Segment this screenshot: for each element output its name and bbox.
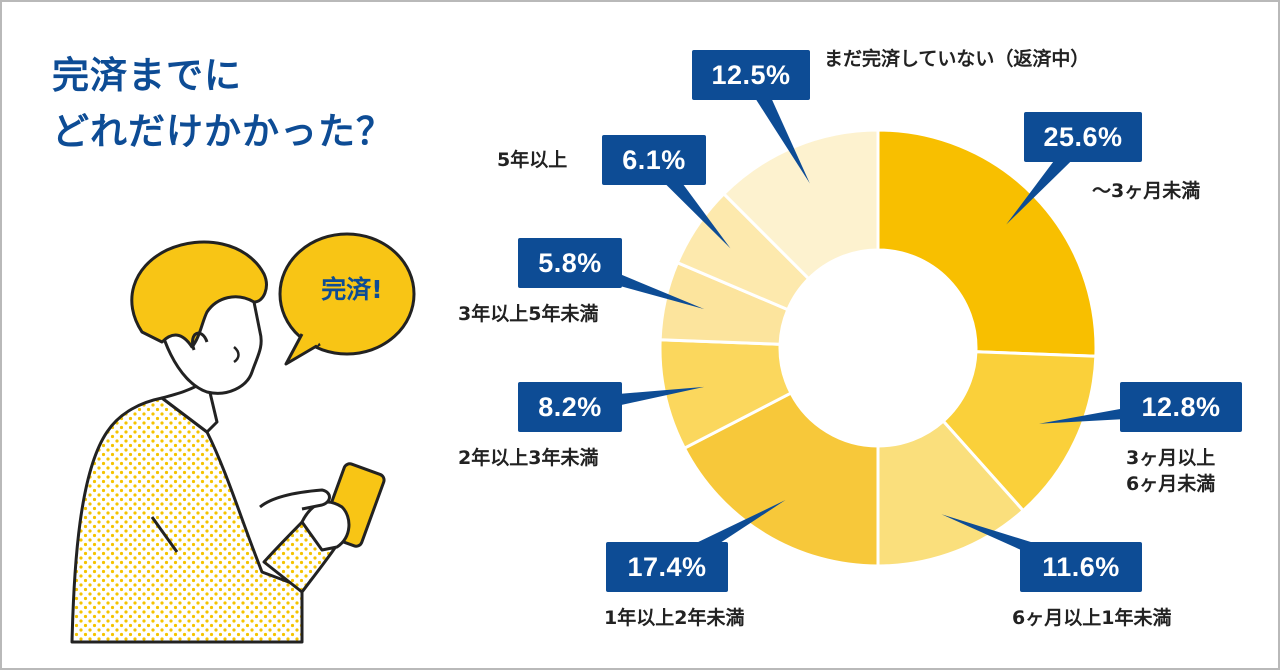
category-label: 5年以上	[497, 147, 567, 173]
value-label: 17.4%	[606, 542, 728, 592]
title-line-1: 完済までに	[52, 54, 242, 97]
category-label-line: 2年以上3年未満	[458, 447, 599, 469]
speech-bubble-icon	[278, 232, 416, 366]
donut-slice	[721, 128, 880, 281]
category-label: 1年以上2年未満	[604, 605, 744, 631]
category-label-line: 3ヶ月以上	[1126, 447, 1216, 469]
value-label: 12.8%	[1120, 382, 1242, 432]
head-icon	[130, 240, 268, 395]
category-label: 6ヶ月以上1年未満	[1012, 605, 1171, 631]
category-label-line: 1年以上2年未満	[604, 607, 745, 629]
category-label-line: 3年以上5年未満	[458, 303, 599, 325]
value-label: 8.2%	[518, 382, 622, 432]
value-label: 6.1%	[602, 135, 706, 185]
category-label: 3ヶ月以上 6ヶ月未満	[1126, 445, 1215, 497]
value-label: 25.6%	[1024, 112, 1142, 162]
value-label: 12.5%	[692, 50, 810, 100]
page-title: 完済までに どれだけかかった？	[52, 48, 394, 160]
donut-slice	[876, 128, 1098, 358]
category-label: 2年以上3年未満	[458, 445, 598, 471]
category-label-line: 〜3ヶ月未満	[1092, 180, 1201, 202]
shirt-icon	[70, 396, 304, 644]
category-label-line: 6ヶ月以上1年未満	[1012, 607, 1172, 629]
category-label-line: 5年以上	[497, 149, 568, 171]
category-label-line: まだ完済していない（返済中）	[824, 48, 1090, 70]
value-label: 11.6%	[1020, 542, 1142, 592]
donut-slice	[941, 350, 1098, 513]
donut-slice	[682, 391, 880, 568]
value-label: 5.8%	[518, 238, 622, 288]
category-label: 〜3ヶ月未満	[1092, 178, 1200, 204]
person-with-phone-illustration	[70, 232, 416, 644]
title-line-2: どれだけかかった？	[52, 110, 394, 153]
bubble-text: 完済!	[321, 275, 383, 304]
category-label: まだ完済していない（返済中）	[824, 46, 1089, 72]
category-label: 3年以上5年未満	[458, 301, 598, 327]
category-label-line: 6ヶ月未満	[1126, 473, 1216, 495]
